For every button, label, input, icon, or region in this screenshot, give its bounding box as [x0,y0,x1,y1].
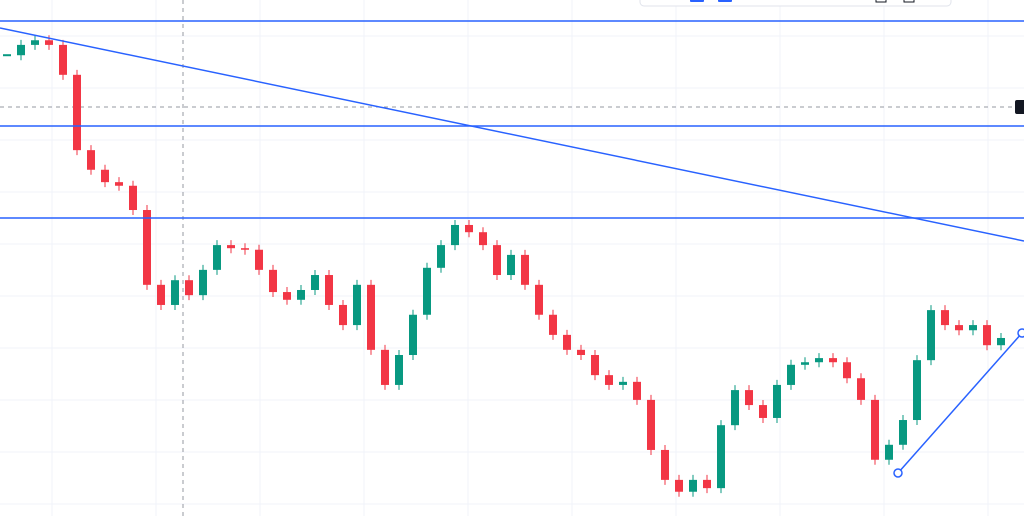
candle [283,292,291,300]
candle [87,150,95,170]
candle [997,337,1005,346]
anchor-point[interactable] [1017,328,1024,338]
trend-line[interactable] [897,332,1023,474]
candle [437,245,445,268]
candle [717,425,725,489]
candle [129,185,137,211]
candle [955,325,963,331]
candle [829,358,837,363]
candle [45,40,53,45]
candle [913,360,921,421]
candle [563,334,571,350]
candle [241,248,249,250]
toolbar[interactable] [639,0,952,7]
candle [339,304,347,326]
candle [171,280,179,305]
candle [185,280,193,296]
candle [59,44,67,75]
candle [73,74,81,151]
candle [325,275,333,305]
candle [899,420,907,445]
trend-line[interactable] [0,27,1024,242]
candle [409,314,417,356]
candle [857,378,865,400]
candle [689,479,697,492]
candle [815,358,823,363]
candle [633,381,641,400]
candle [661,449,669,480]
candle [549,314,557,335]
candle [773,384,781,418]
candle [507,254,515,276]
candle [381,349,389,385]
candle [843,362,851,379]
candle [311,275,319,290]
candle [941,310,949,326]
candle [395,355,403,385]
candle [143,210,151,285]
candle [521,254,529,285]
candle [927,310,935,361]
candle [255,249,263,270]
candle [745,390,753,406]
candle [983,325,991,346]
candle [199,269,207,296]
candle [479,232,487,246]
candle [157,284,165,305]
candle [885,444,893,460]
candle [297,289,305,300]
candle [871,399,879,460]
candle [577,349,585,356]
price-marker [1015,100,1024,114]
drawings [0,20,1024,478]
candles [3,35,1005,497]
candle [703,479,711,489]
candle [367,284,375,350]
candle [787,364,795,385]
candle [619,381,627,385]
candle [353,284,361,326]
candle [647,399,655,450]
candle [3,54,11,57]
candle [213,245,221,270]
candle [465,224,473,233]
candle [591,355,599,376]
anchor-point[interactable] [893,468,903,478]
candle [801,362,809,365]
candle [675,479,683,492]
candle [227,245,235,249]
candle [31,40,39,45]
candle [269,269,277,293]
candle [115,182,123,186]
candle [731,390,739,426]
candle [969,325,977,331]
candle [451,224,459,246]
candle [605,375,613,385]
candle [493,245,501,276]
candle [17,44,25,56]
candle [535,284,543,315]
candle [101,169,109,183]
candle [423,267,431,315]
candle [759,405,767,418]
